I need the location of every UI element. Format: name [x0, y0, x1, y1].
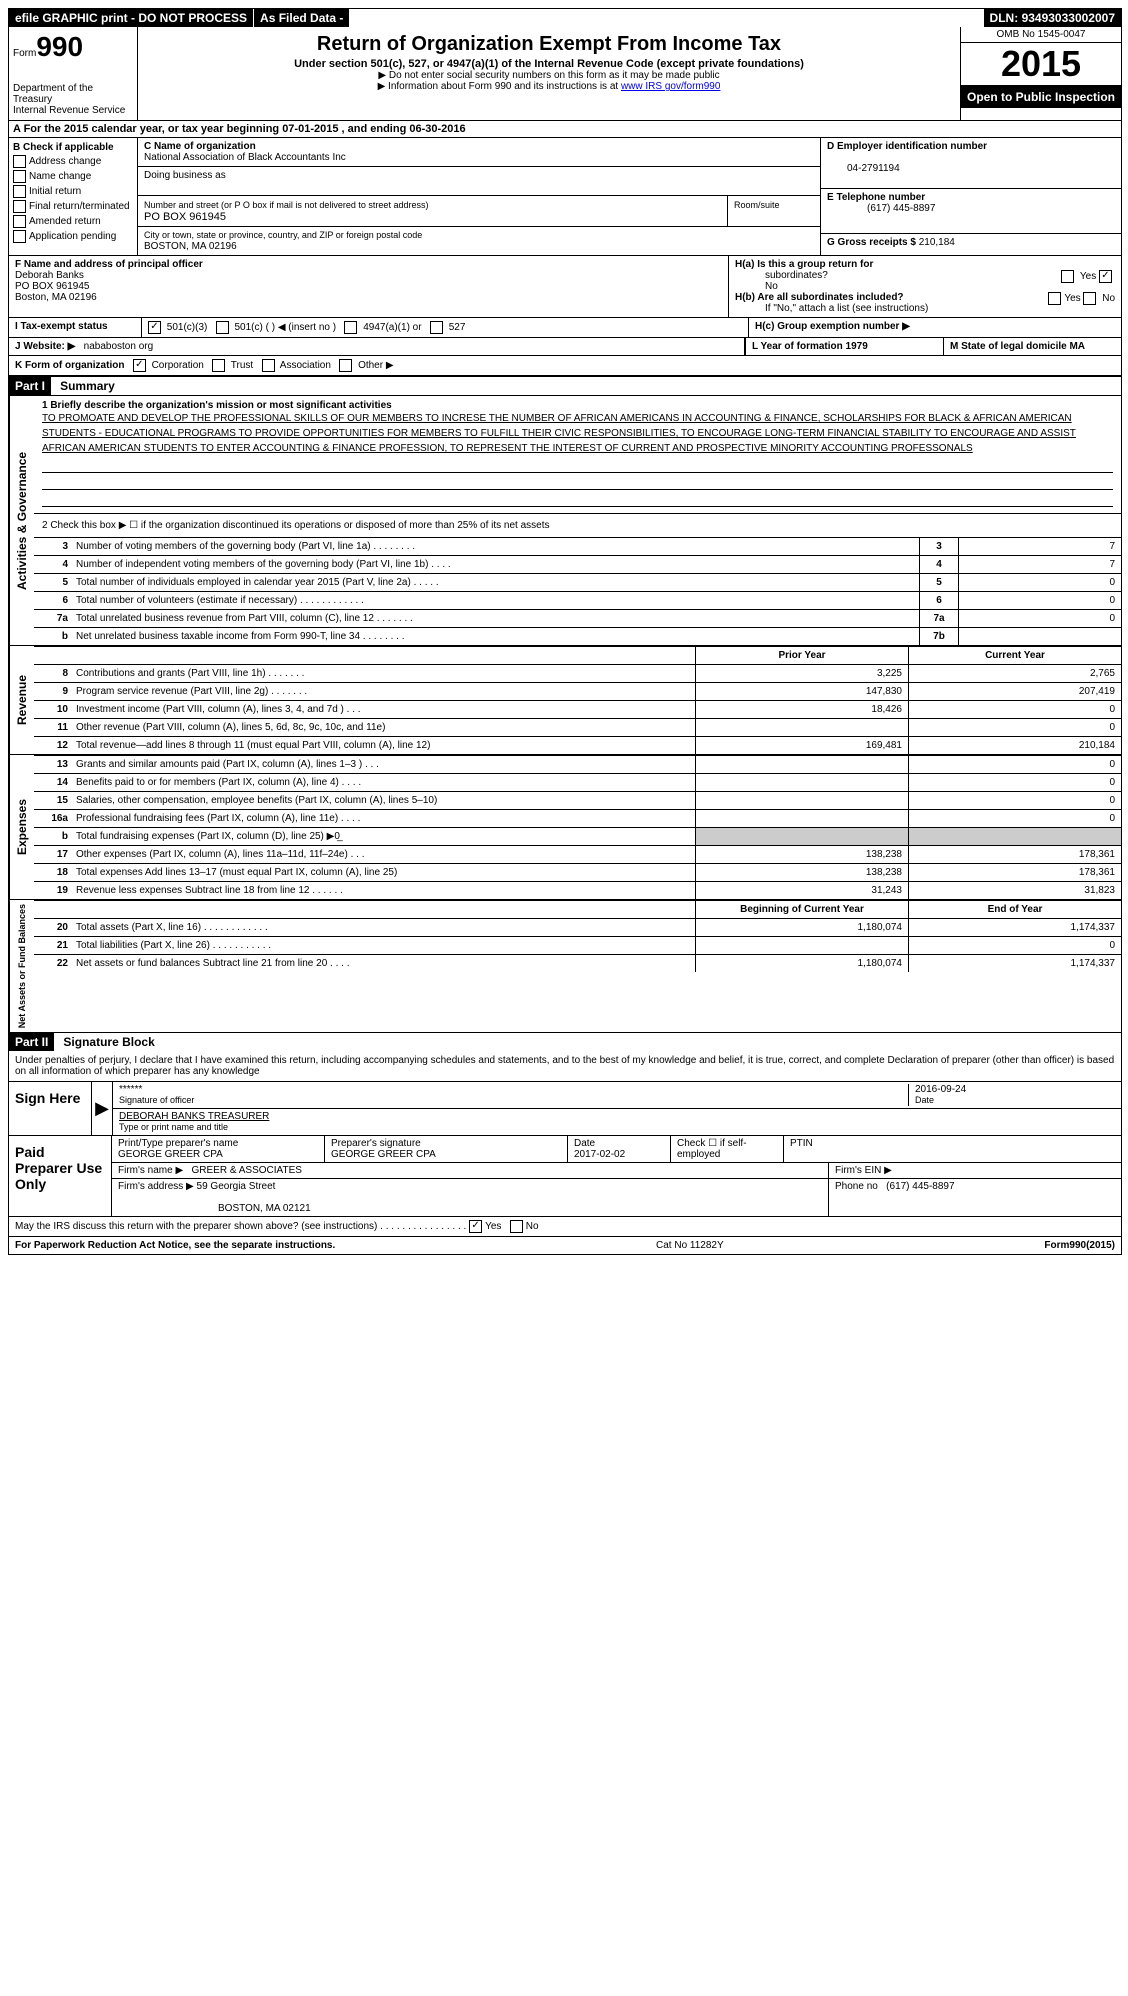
part-2: Part II Signature Block Under penalties … [9, 1033, 1121, 1237]
line-5: 5Total number of individuals employed in… [34, 573, 1121, 591]
header-row: Form990 Department of the Treasury Inter… [9, 27, 1121, 121]
part1-title: Summary [54, 377, 121, 395]
irs-label: Internal Revenue Service [13, 105, 133, 116]
section-deg: D Employer identification number 04-2791… [821, 138, 1121, 255]
line-3: 3Number of voting members of the governi… [34, 537, 1121, 555]
part2-title: Signature Block [57, 1033, 160, 1051]
line-6: 6Total number of volunteers (estimate if… [34, 591, 1121, 609]
gross-receipts: 210,184 [919, 237, 955, 248]
row-i: I Tax-exempt status ✓ 501(c)(3) 501(c) (… [9, 318, 1121, 338]
vert-revenue: Revenue [9, 646, 34, 754]
line-19: 19Revenue less expenses Subtract line 18… [34, 881, 1121, 899]
part1-header: Part I [9, 377, 51, 395]
inspection-label: Open to Public Inspection [961, 86, 1121, 108]
header-center: Return of Organization Exempt From Incom… [138, 27, 961, 120]
row-a-period: A For the 2015 calendar year, or tax yea… [9, 121, 1121, 138]
org-street: PO BOX 961945 [144, 211, 226, 223]
form-990-container: efile GRAPHIC print - DO NOT PROCESS As … [8, 8, 1122, 1255]
dept-label: Department of the Treasury [13, 83, 133, 105]
line-14: 14Benefits paid to or for members (Part … [34, 773, 1121, 791]
efile-label: efile GRAPHIC print - DO NOT PROCESS [9, 9, 254, 27]
activities-section: Activities & Governance 1 Briefly descri… [9, 396, 1121, 646]
line-10: 10Investment income (Part VIII, column (… [34, 700, 1121, 718]
netassets-section: Net Assets or Fund Balances Beginning of… [9, 900, 1121, 1033]
form-subtitle: Under section 501(c), 527, or 4947(a)(1)… [142, 58, 956, 70]
note-ssn: ▶ Do not enter social security numbers o… [142, 70, 956, 81]
section-c: C Name of organization National Associat… [138, 138, 821, 255]
discuss-row: May the IRS discuss this return with the… [9, 1217, 1121, 1237]
website: nababoston org [84, 341, 154, 352]
section-f: F Name and address of principal officer … [9, 256, 729, 317]
expenses-section: Expenses 13Grants and similar amounts pa… [9, 755, 1121, 900]
header-left: Form990 Department of the Treasury Inter… [9, 27, 138, 120]
line-9: 9Program service revenue (Part VIII, lin… [34, 682, 1121, 700]
org-city: BOSTON, MA 02196 [144, 241, 237, 252]
section-bcd: B Check if applicable Address change Nam… [9, 138, 1121, 256]
line-11: 11Other revenue (Part VIII, column (A), … [34, 718, 1121, 736]
dln: DLN: 93493033002007 [984, 9, 1121, 27]
tax-year: 2015 [961, 43, 1121, 86]
line-13: 13Grants and similar amounts paid (Part … [34, 755, 1121, 773]
section-h: H(a) Is this a group return for subordin… [729, 256, 1121, 317]
part-1: Part I Summary Activities & Governance 1… [9, 377, 1121, 1033]
ein: 04-2791194 [827, 163, 900, 174]
footer: For Paperwork Reduction Act Notice, see … [9, 1237, 1121, 1254]
line-22: 22Net assets or fund balances Subtract l… [34, 954, 1121, 972]
line-2: 2 Check this box ▶ ☐ if the organization… [34, 513, 1121, 537]
revenue-section: Revenue Prior Year Current Year 8Contrib… [9, 646, 1121, 755]
paid-preparer-row: Paid Preparer Use Only Print/Type prepar… [9, 1136, 1121, 1217]
vert-netassets: Net Assets or Fund Balances [9, 900, 34, 1032]
line-b: bTotal fundraising expenses (Part IX, co… [34, 827, 1121, 845]
part2-header: Part II [9, 1033, 54, 1051]
vert-activities: Activities & Governance [9, 396, 34, 645]
line-21: 21Total liabilities (Part X, line 26) . … [34, 936, 1121, 954]
phone: (617) 445-8897 [827, 203, 935, 214]
vert-expenses: Expenses [9, 755, 34, 899]
form-title: Return of Organization Exempt From Incom… [142, 33, 956, 56]
asfiled-label: As Filed Data - [254, 9, 350, 27]
line-12: 12Total revenue—add lines 8 through 11 (… [34, 736, 1121, 754]
line-20: 20Total assets (Part X, line 16) . . . .… [34, 918, 1121, 936]
line-15: 15Salaries, other compensation, employee… [34, 791, 1121, 809]
mission-text: TO PROMOATE AND DEVELOP THE PROFESSIONAL… [42, 413, 1076, 454]
line-8: 8Contributions and grants (Part VIII, li… [34, 664, 1121, 682]
note-info: ▶ Information about Form 990 and its ins… [142, 81, 956, 92]
perjury-declaration: Under penalties of perjury, I declare th… [9, 1051, 1121, 1082]
line-17: 17Other expenses (Part IX, column (A), l… [34, 845, 1121, 863]
omb-number: OMB No 1545-0047 [961, 27, 1121, 43]
section-fh: F Name and address of principal officer … [9, 256, 1121, 318]
sign-here-row: Sign Here ▶ ****** Signature of officer … [9, 1082, 1121, 1136]
section-b: B Check if applicable Address change Nam… [9, 138, 138, 255]
top-bar: efile GRAPHIC print - DO NOT PROCESS As … [9, 9, 1121, 27]
line-16a: 16aProfessional fundraising fees (Part I… [34, 809, 1121, 827]
line-18: 18Total expenses Add lines 13–17 (must e… [34, 863, 1121, 881]
row-k: K Form of organization ✓ Corporation Tru… [9, 356, 1121, 377]
org-name: National Association of Black Accountant… [144, 152, 346, 163]
line-7b: bNet unrelated business taxable income f… [34, 627, 1121, 645]
irs-link[interactable]: www IRS gov/form990 [621, 81, 720, 92]
header-right: OMB No 1545-0047 2015 Open to Public Ins… [961, 27, 1121, 120]
form-number: Form990 [13, 31, 133, 63]
line-7a: 7aTotal unrelated business revenue from … [34, 609, 1121, 627]
line-4: 4Number of independent voting members of… [34, 555, 1121, 573]
row-j: J Website: ▶ nababoston org L Year of fo… [9, 338, 1121, 356]
